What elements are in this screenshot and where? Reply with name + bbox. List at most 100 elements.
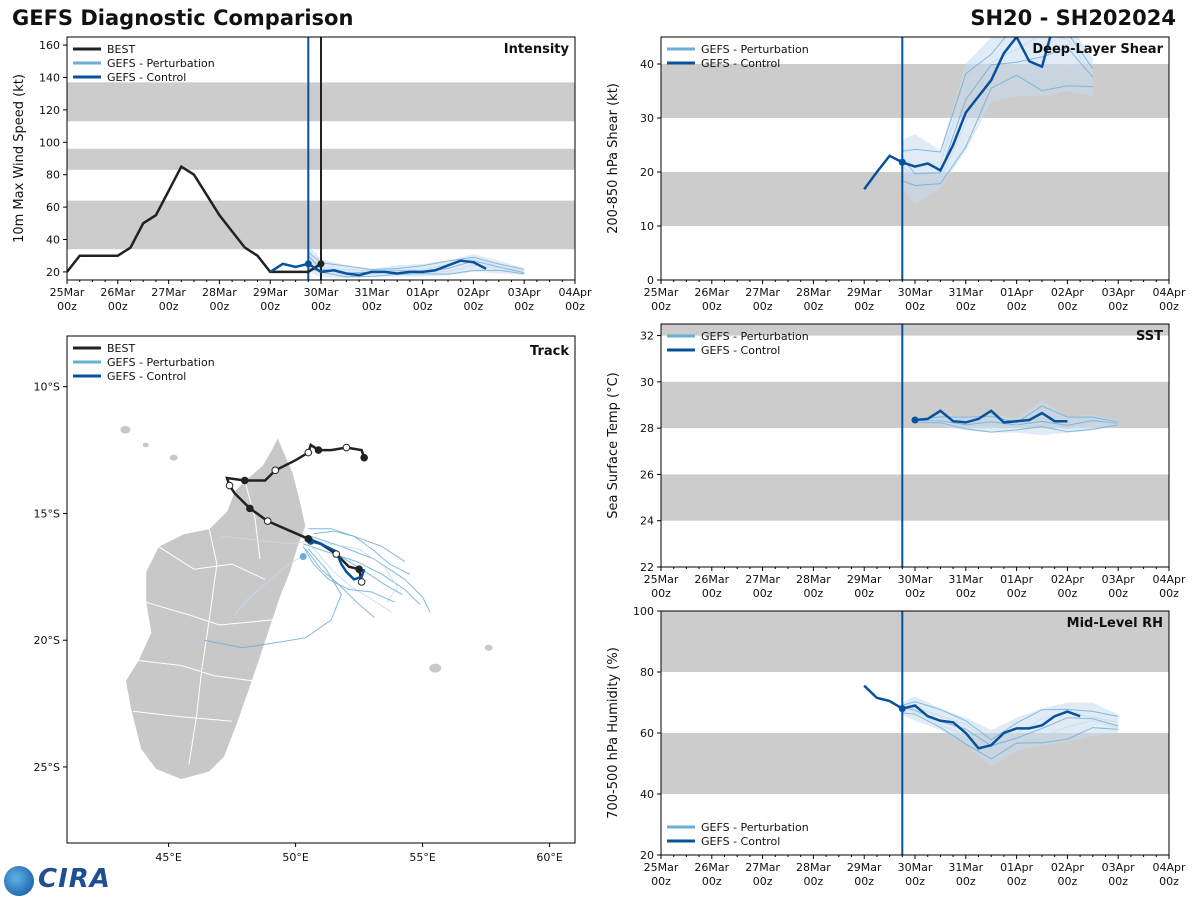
shear-xtick-label: 00z xyxy=(702,300,722,313)
rh-ytick-label: 40 xyxy=(640,788,654,801)
intensity-xtick-label: 02Apr xyxy=(457,286,491,299)
intensity-legend-label-pert: GEFS - Perturbation xyxy=(107,57,215,70)
rh-control-marker xyxy=(898,705,906,713)
intensity-title: Intensity xyxy=(504,42,570,57)
intensity-xtick-label: 30Mar xyxy=(304,286,339,299)
rh-ytick-label: 100 xyxy=(633,605,654,618)
sst-xtick-label: 00z xyxy=(753,587,773,600)
rh-legend-label-pert: GEFS - Perturbation xyxy=(701,821,809,834)
sst-xtick-label: 00z xyxy=(702,587,722,600)
island-2 xyxy=(169,454,178,461)
intensity-pert-member-3 xyxy=(307,254,525,272)
shear-xtick-label: 04Apr xyxy=(1152,286,1186,299)
intensity-xtick-label: 00z xyxy=(210,300,230,313)
rh-xtick-label: 00z xyxy=(1058,875,1078,888)
shear-pert-member-2 xyxy=(901,47,1094,175)
shear-xtick-label: 00z xyxy=(956,300,976,313)
cira-logo: CIRA xyxy=(4,864,114,898)
sst-xtick-label: 31Mar xyxy=(948,573,983,586)
shear-pert-member-0 xyxy=(902,74,1093,187)
intensity-best-marker xyxy=(317,260,325,268)
shear-xtick-label: 27Mar xyxy=(745,286,780,299)
sst-xtick-label: 00z xyxy=(1159,587,1179,600)
shear-xtick-label: 00z xyxy=(804,300,824,313)
pert-track-5 xyxy=(234,553,307,616)
best-track-point xyxy=(355,565,363,574)
noaa-logo-icon xyxy=(4,866,34,896)
track-xtick-label: 45°E xyxy=(155,851,181,864)
intensity-pert-member-4 xyxy=(307,251,525,271)
intensity-ytick-label: 100 xyxy=(39,136,60,149)
track-plot xyxy=(120,426,493,781)
sst-pert-envelope xyxy=(915,400,1119,436)
rh-xtick-label: 29Mar xyxy=(847,861,882,874)
rh-xtick-label: 03Apr xyxy=(1102,861,1136,874)
shear-xtick-label: 28Mar xyxy=(796,286,831,299)
best-track-point xyxy=(304,535,313,543)
rh-xtick-label: 00z xyxy=(1007,875,1027,888)
intensity-xtick-label: 00z xyxy=(108,300,128,313)
sst-band-0 xyxy=(661,474,1169,521)
intensity-xtick-label: 29Mar xyxy=(253,286,288,299)
sst-xtick-label: 01Apr xyxy=(1000,573,1034,586)
rh-xtick-label: 00z xyxy=(753,875,773,888)
pert-track-8 xyxy=(308,538,398,603)
region-boundary-4 xyxy=(188,528,218,765)
island-3 xyxy=(429,663,442,673)
intensity-xtick-label: 00z xyxy=(413,300,433,313)
sst-pert-member-0 xyxy=(914,422,1119,433)
sst-xtick-label: 00z xyxy=(956,587,976,600)
best-track-point xyxy=(263,517,272,525)
sst-title: SST xyxy=(1136,329,1163,344)
rh-band-0 xyxy=(661,733,1169,794)
intensity-ytick-label: 40 xyxy=(46,234,60,247)
sst-ytick-label: 32 xyxy=(640,330,654,343)
shear-xtick-label: 31Mar xyxy=(948,286,983,299)
sst-ytick-label: 22 xyxy=(640,561,654,574)
main-title: GEFS Diagnostic Comparison xyxy=(12,6,354,30)
storm-id: SH20 - SH202024 xyxy=(970,6,1176,30)
region-boundary-2 xyxy=(138,660,253,682)
pert-track-10 xyxy=(313,530,411,575)
sst-control-marker xyxy=(911,416,919,424)
shear-ylabel: 200-850 hPa Shear (kt) xyxy=(606,83,621,234)
shear-xtick-label: 00z xyxy=(1108,300,1128,313)
shear-pert-envelope xyxy=(902,37,1093,205)
pert-track-0 xyxy=(303,543,421,606)
shear-control-marker xyxy=(898,158,906,166)
sst-xtick-label: 00z xyxy=(854,587,874,600)
rh-xtick-label: 00z xyxy=(651,875,671,888)
sst-xtick-label: 00z xyxy=(1058,587,1078,600)
pert-track-6 xyxy=(204,548,342,649)
shear-pert-member-3 xyxy=(901,37,1094,168)
best-track-point xyxy=(304,448,313,457)
island-1 xyxy=(142,442,149,448)
pert-track-11 xyxy=(221,535,306,545)
sst-xtick-label: 00z xyxy=(905,587,925,600)
intensity-xtick-label: 03Apr xyxy=(508,286,542,299)
region-boundary-5 xyxy=(244,480,261,560)
intensity-xtick-label: 00z xyxy=(159,300,179,313)
sst-xtick-label: 30Mar xyxy=(898,573,933,586)
shear-control-line xyxy=(863,37,1052,191)
sst-xtick-label: 02Apr xyxy=(1051,573,1085,586)
intensity-xtick-label: 01Apr xyxy=(406,286,440,299)
track-frame xyxy=(66,335,576,844)
rh-xtick-label: 00z xyxy=(956,875,976,888)
intensity-xtick-label: 27Mar xyxy=(151,286,186,299)
sst-pert-member-3 xyxy=(914,415,1119,425)
rh-pert-member-0 xyxy=(902,712,1119,760)
shear-legend-label-control: GEFS - Control xyxy=(701,57,780,70)
track-xtick-label: 55°E xyxy=(409,851,435,864)
shear-xtick-label: 00z xyxy=(854,300,874,313)
best-track-point xyxy=(225,481,234,490)
intensity-xtick-label: 31Mar xyxy=(354,286,389,299)
best-track-point xyxy=(241,476,249,485)
rh-legend-label-control: GEFS - Control xyxy=(701,835,780,848)
shear-legend-label-pert: GEFS - Perturbation xyxy=(701,43,809,56)
